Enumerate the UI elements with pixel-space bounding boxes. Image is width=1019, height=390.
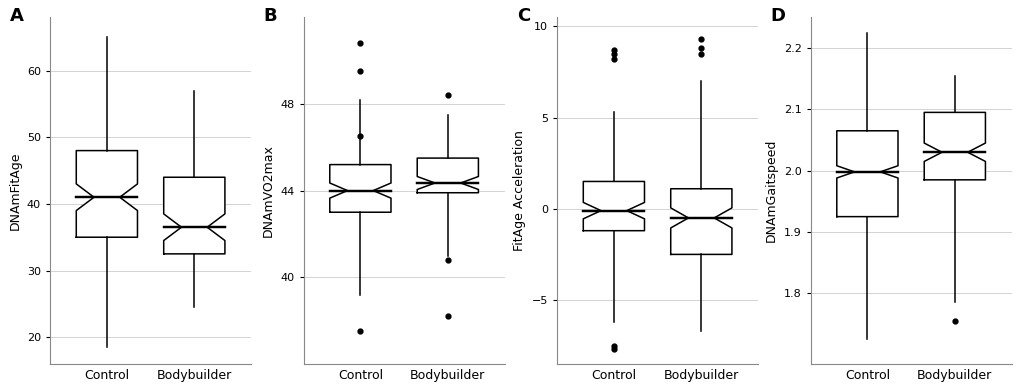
Text: D: D <box>769 7 785 25</box>
Y-axis label: DNAmVO2max: DNAmVO2max <box>262 144 274 237</box>
Polygon shape <box>163 177 225 254</box>
Polygon shape <box>417 158 478 193</box>
Text: B: B <box>263 7 277 25</box>
Polygon shape <box>671 189 732 254</box>
Text: C: C <box>517 7 530 25</box>
Y-axis label: DNAmGaitspeed: DNAmGaitspeed <box>764 139 777 242</box>
Polygon shape <box>329 165 390 212</box>
Text: A: A <box>10 7 23 25</box>
Y-axis label: FitAge Acceleration: FitAge Acceleration <box>513 130 526 251</box>
Polygon shape <box>923 112 984 180</box>
Polygon shape <box>836 131 897 216</box>
Polygon shape <box>583 181 644 231</box>
Y-axis label: DNAmFitAge: DNAmFitAge <box>8 151 21 230</box>
Polygon shape <box>76 151 138 237</box>
